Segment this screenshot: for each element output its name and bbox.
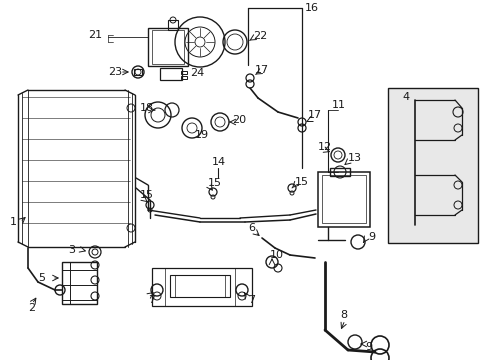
- Text: 5: 5: [38, 273, 45, 283]
- Text: 15: 15: [207, 178, 222, 188]
- Text: 19: 19: [195, 130, 209, 140]
- Text: 20: 20: [231, 115, 245, 125]
- Text: 10: 10: [269, 250, 284, 260]
- Text: 6: 6: [247, 223, 254, 233]
- Text: 15: 15: [140, 190, 154, 200]
- Text: 8: 8: [339, 310, 346, 320]
- Bar: [148, 28, 187, 66]
- Text: 15: 15: [294, 177, 308, 187]
- Text: 24: 24: [190, 68, 204, 78]
- Bar: [387, 88, 477, 243]
- Text: 14: 14: [212, 157, 225, 167]
- Text: 7: 7: [247, 295, 255, 305]
- Text: 9: 9: [364, 342, 371, 352]
- Text: 4: 4: [401, 92, 408, 102]
- Bar: [134, 69, 142, 75]
- Text: 23: 23: [108, 67, 122, 77]
- Bar: [160, 68, 182, 80]
- Text: 1: 1: [10, 217, 17, 227]
- Bar: [321, 175, 365, 223]
- Bar: [62, 262, 97, 304]
- Bar: [329, 168, 349, 176]
- Bar: [152, 268, 251, 306]
- Text: 17: 17: [254, 65, 268, 75]
- Text: 21: 21: [88, 30, 102, 40]
- Text: 2: 2: [28, 303, 35, 313]
- Text: 16: 16: [305, 3, 318, 13]
- Text: 11: 11: [331, 100, 346, 110]
- Bar: [181, 76, 186, 79]
- Bar: [168, 20, 178, 30]
- Bar: [170, 275, 229, 297]
- Text: 13: 13: [347, 153, 361, 163]
- Text: 17: 17: [307, 110, 322, 120]
- Text: 22: 22: [252, 31, 267, 41]
- Text: 9: 9: [367, 232, 374, 242]
- Text: 7: 7: [148, 295, 155, 305]
- Text: 18: 18: [140, 103, 154, 113]
- Text: 12: 12: [317, 142, 331, 152]
- Text: 3: 3: [68, 245, 75, 255]
- Bar: [152, 30, 183, 64]
- Bar: [317, 172, 369, 227]
- Bar: [181, 71, 186, 74]
